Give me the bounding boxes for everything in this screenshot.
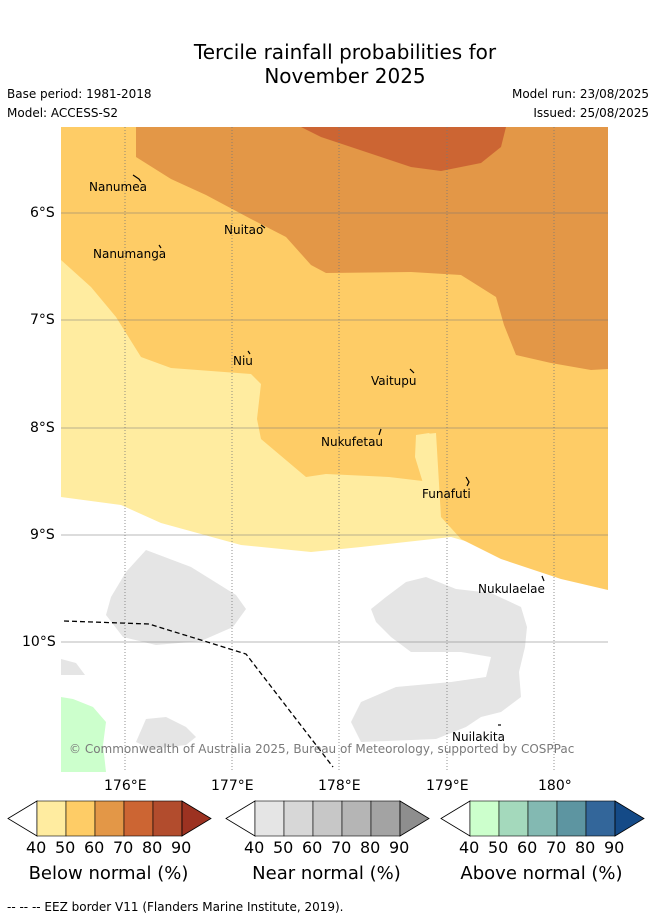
below-colorbar-tick: 40	[26, 838, 47, 857]
near-colorbar-title: Near normal (%)	[252, 863, 401, 884]
place-label-niu: Niu	[233, 354, 253, 368]
lon-tick-178e: 178°E	[318, 778, 361, 794]
below-colorbar-title: Below normal (%)	[28, 863, 189, 884]
near-colorbar-tick: 40	[244, 838, 265, 857]
above-colorbar-right-extension	[614, 800, 645, 837]
island-marks	[132, 174, 545, 726]
near-colorbar-tick: 80	[360, 838, 381, 857]
eez-footnote: -- -- -- EEZ border V11 (Flanders Marine…	[7, 900, 344, 914]
title-line-1: Tercile rainfall probabilities for	[193, 40, 497, 64]
place-label-nanumea: Nanumea	[89, 180, 147, 194]
place-label-nukulaelae: Nukulaelae	[478, 582, 545, 596]
copyright-notice: © Commonwealth of Australia 2025, Bureau…	[69, 742, 575, 756]
below-normal-60-region	[136, 127, 608, 370]
above-colorbar-tick: 70	[546, 838, 567, 857]
near-colorbar-cell	[312, 800, 343, 837]
lat-tick-10s: 10°S	[22, 634, 56, 650]
near-colorbar-right-extension	[399, 800, 430, 837]
below-colorbar-left-extension	[7, 800, 38, 837]
below-colorbar-tick: 60	[84, 838, 105, 857]
above-colorbar-left-extension	[440, 800, 471, 837]
lon-tick-180: 180°	[538, 778, 572, 794]
near-colorbar-cell	[254, 800, 285, 837]
lon-tick-176e: 176°E	[104, 778, 147, 794]
place-label-nuitao: Nuitao	[224, 223, 264, 237]
lat-tick-8s: 8°S	[30, 420, 55, 436]
near-normal-region-4	[61, 659, 85, 675]
place-label-funafuti: Funafuti	[422, 487, 471, 501]
lat-tick-6s: 6°S	[30, 205, 55, 221]
below-colorbar-right-extension	[181, 800, 212, 837]
above-normal-colorbar	[440, 800, 645, 837]
above-colorbar-cell	[498, 800, 529, 837]
longitude-gridlines	[124, 127, 555, 772]
near-normal-region-3	[136, 717, 196, 749]
place-label-nuilakita: Nuilakita	[452, 730, 505, 744]
near-colorbar-cell	[283, 800, 314, 837]
place-label-nukufetau: Nukufetau	[321, 435, 384, 449]
funafuti-cutout	[415, 433, 435, 485]
near-normal-region-2	[351, 577, 527, 742]
lon-tick-179e: 179°E	[426, 778, 469, 794]
below-colorbar-tick: 70	[113, 838, 134, 857]
model-label: Model: ACCESS-S2	[7, 106, 119, 120]
below-colorbar-tick: 80	[142, 838, 163, 857]
above-colorbar-cell	[527, 800, 558, 837]
below-normal-70-region	[301, 127, 506, 171]
above-colorbar-tick: 80	[575, 838, 596, 857]
above-colorbar-tick: 60	[517, 838, 538, 857]
below-colorbar-cell	[152, 800, 183, 837]
above-colorbar-title: Above normal (%)	[460, 863, 623, 884]
near-normal-region-1	[106, 550, 246, 645]
below-colorbar-cell	[123, 800, 154, 837]
eez-border-line	[63, 620, 334, 768]
lat-tick-7s: 7°S	[30, 312, 55, 328]
below-normal-colorbar	[7, 800, 212, 837]
title-line-2: November 2025	[264, 64, 426, 88]
place-label-nanumanga: Nanumanga	[93, 247, 167, 261]
below-colorbar-tick: 50	[55, 838, 76, 857]
near-colorbar-tick: 60	[302, 838, 323, 857]
above-colorbar-tick: 50	[488, 838, 509, 857]
above-colorbar-tick: 40	[459, 838, 480, 857]
above-colorbar-cell	[585, 800, 616, 837]
issued-label: Issued: 25/08/2025	[533, 106, 649, 120]
latitude-gridlines	[61, 212, 608, 643]
above-colorbar-tick: 90	[604, 838, 625, 857]
near-colorbar-cell	[370, 800, 401, 837]
near-colorbar-tick: 50	[273, 838, 294, 857]
lat-tick-9s: 9°S	[30, 527, 55, 543]
lon-tick-177e: 177°E	[211, 778, 254, 794]
above-colorbar-cell	[556, 800, 587, 837]
below-colorbar-cell	[65, 800, 96, 837]
below-colorbar-cell	[36, 800, 67, 837]
model-run-label: Model run: 23/08/2025	[511, 87, 649, 101]
above-normal-region	[61, 697, 106, 772]
above-colorbar-cell	[469, 800, 500, 837]
map-plot	[61, 127, 608, 772]
near-normal-colorbar	[225, 800, 430, 837]
near-colorbar-tick: 70	[331, 838, 352, 857]
chart-title: Tercile rainfall probabilities for Novem…	[0, 40, 655, 88]
near-colorbar-cell	[341, 800, 372, 837]
near-colorbar-left-extension	[225, 800, 256, 837]
below-colorbar-cell	[94, 800, 125, 837]
below-colorbar-tick: 90	[171, 838, 192, 857]
near-colorbar-tick: 90	[389, 838, 410, 857]
place-label-vaitupu: Vaitupu	[371, 374, 417, 388]
base-period-label: Base period: 1981-2018	[7, 87, 152, 101]
